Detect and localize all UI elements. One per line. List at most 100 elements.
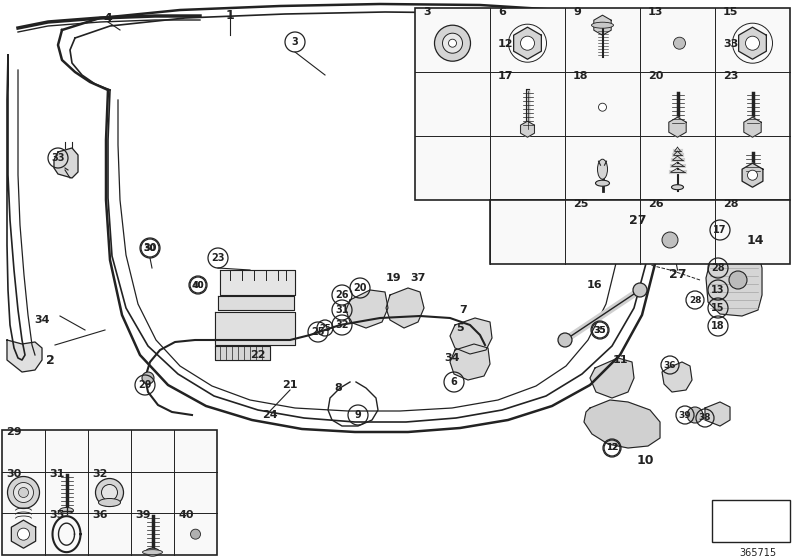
- Text: 26: 26: [335, 290, 349, 300]
- Polygon shape: [450, 318, 492, 354]
- Circle shape: [190, 529, 201, 539]
- Polygon shape: [183, 526, 207, 542]
- Text: 9: 9: [354, 410, 362, 420]
- Circle shape: [558, 333, 572, 347]
- Text: 31: 31: [335, 305, 349, 315]
- Text: 6: 6: [450, 377, 458, 387]
- Text: 9: 9: [573, 7, 581, 17]
- Text: 4: 4: [104, 12, 112, 25]
- Polygon shape: [638, 218, 698, 262]
- Circle shape: [102, 484, 118, 501]
- Text: 40: 40: [192, 281, 204, 290]
- Polygon shape: [450, 344, 490, 380]
- Circle shape: [674, 37, 686, 49]
- Text: 31: 31: [49, 469, 64, 479]
- Text: 6: 6: [498, 7, 506, 17]
- Circle shape: [729, 271, 747, 289]
- Text: 32: 32: [92, 469, 107, 479]
- Circle shape: [598, 103, 606, 111]
- Text: 32: 32: [335, 320, 349, 330]
- Polygon shape: [11, 520, 36, 548]
- Text: 35: 35: [594, 325, 606, 334]
- Text: 365715: 365715: [739, 548, 777, 558]
- Text: 28: 28: [723, 199, 738, 209]
- Text: 30: 30: [144, 244, 156, 253]
- Bar: [490, 200, 790, 264]
- Ellipse shape: [146, 548, 159, 556]
- Circle shape: [747, 170, 758, 180]
- Circle shape: [746, 36, 759, 50]
- Text: 20: 20: [648, 71, 663, 81]
- Ellipse shape: [598, 159, 607, 179]
- Ellipse shape: [59, 507, 74, 514]
- Text: 2: 2: [46, 353, 54, 366]
- Polygon shape: [190, 542, 202, 550]
- Circle shape: [521, 36, 534, 50]
- Text: 34: 34: [34, 315, 50, 325]
- Circle shape: [18, 488, 29, 497]
- Polygon shape: [720, 508, 777, 536]
- Polygon shape: [659, 29, 695, 53]
- Text: 10: 10: [636, 454, 654, 466]
- Polygon shape: [742, 163, 763, 187]
- Text: 15: 15: [723, 7, 738, 17]
- Circle shape: [662, 232, 678, 248]
- Bar: [712, 500, 790, 542]
- Text: 24: 24: [262, 410, 278, 420]
- Text: 36: 36: [664, 361, 676, 370]
- Text: 11: 11: [612, 355, 628, 365]
- Text: 14: 14: [746, 234, 764, 246]
- Text: 3: 3: [423, 7, 430, 17]
- Text: 37: 37: [410, 273, 426, 283]
- Text: 25: 25: [311, 327, 325, 337]
- Circle shape: [14, 483, 34, 502]
- Text: 1: 1: [226, 8, 234, 21]
- Polygon shape: [215, 312, 295, 345]
- Text: 12: 12: [498, 39, 514, 49]
- Text: 18: 18: [711, 321, 725, 331]
- Text: 40: 40: [178, 510, 194, 520]
- Circle shape: [434, 25, 470, 61]
- Text: 30: 30: [6, 469, 22, 479]
- Circle shape: [7, 477, 39, 508]
- Text: 7: 7: [459, 305, 467, 315]
- Text: 35: 35: [594, 325, 606, 334]
- Text: 18: 18: [573, 71, 589, 81]
- Polygon shape: [18, 433, 25, 441]
- Polygon shape: [738, 27, 766, 59]
- Polygon shape: [220, 270, 295, 295]
- Polygon shape: [7, 433, 39, 469]
- Ellipse shape: [591, 22, 614, 28]
- Text: 39: 39: [678, 410, 691, 419]
- Text: 29: 29: [6, 427, 22, 437]
- Text: 35: 35: [49, 510, 64, 520]
- Circle shape: [95, 478, 123, 506]
- Text: 25: 25: [573, 199, 588, 209]
- Polygon shape: [705, 402, 730, 426]
- Text: 38: 38: [698, 413, 711, 422]
- Polygon shape: [514, 27, 542, 59]
- Polygon shape: [662, 362, 692, 392]
- Bar: [2, 430, 217, 555]
- Polygon shape: [584, 400, 660, 448]
- Polygon shape: [386, 288, 424, 328]
- Ellipse shape: [98, 498, 121, 506]
- Polygon shape: [30, 433, 37, 441]
- Text: 23: 23: [211, 253, 225, 263]
- Text: 29: 29: [138, 380, 152, 390]
- Text: 3: 3: [292, 37, 298, 47]
- Text: 26: 26: [648, 199, 664, 209]
- Circle shape: [633, 283, 647, 297]
- Polygon shape: [594, 15, 611, 35]
- Text: 19: 19: [385, 273, 401, 283]
- Polygon shape: [7, 340, 42, 372]
- Text: 12: 12: [606, 444, 618, 452]
- Text: 27: 27: [630, 213, 646, 226]
- Text: 39: 39: [135, 510, 150, 520]
- Text: 15: 15: [711, 303, 725, 313]
- Polygon shape: [669, 117, 686, 137]
- Text: 12: 12: [606, 444, 618, 452]
- Text: 34: 34: [444, 353, 460, 363]
- Text: 33: 33: [51, 153, 65, 163]
- Polygon shape: [215, 346, 270, 360]
